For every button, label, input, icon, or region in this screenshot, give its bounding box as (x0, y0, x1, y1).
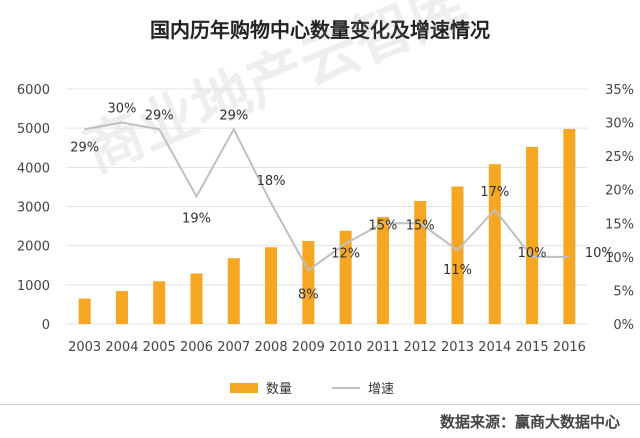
bar (302, 240, 315, 324)
bar (526, 146, 539, 324)
x-tick-label: 2014 (478, 340, 511, 355)
data-label: 11% (443, 263, 472, 278)
data-label: 17% (480, 185, 509, 200)
bar (78, 298, 91, 324)
y-left-tick-label: 0 (42, 318, 50, 333)
y-right-tick-label: 30% (605, 117, 634, 132)
bar (153, 281, 166, 324)
x-tick-label: 2008 (255, 340, 288, 355)
x-tick-label: 2013 (441, 340, 474, 355)
x-tick-label: 2015 (516, 340, 549, 355)
chart-title: 国内历年购物中心数量变化及增速情况 (150, 18, 490, 42)
data-label: 15% (406, 218, 435, 233)
source-note: 数据来源：赢商大数据中心 (439, 413, 620, 431)
data-label: 18% (257, 174, 286, 189)
y-left-tick-label: 3000 (17, 201, 50, 216)
y-left-tick-label: 2000 (17, 240, 50, 255)
bar (376, 217, 389, 324)
y-right-tick-label: 35% (605, 83, 634, 98)
x-tick-label: 2009 (292, 340, 325, 355)
data-label: 29% (70, 140, 99, 155)
x-tick-label: 2006 (180, 340, 213, 355)
y-right-tick-label: 0% (613, 318, 634, 333)
growth-line (84, 121, 570, 272)
y-right-tick-label: 15% (605, 217, 634, 232)
legend: 数量 增速 (230, 378, 394, 397)
bar (115, 291, 128, 324)
data-label: 8% (298, 287, 319, 302)
x-tick-label: 2007 (217, 340, 250, 355)
legend-bar-swatch (230, 382, 258, 393)
x-tick-label: 2016 (553, 340, 586, 355)
bar (227, 258, 240, 324)
x-tick-label: 2010 (329, 340, 362, 355)
y-right-tick-label: 5% (613, 284, 634, 299)
legend-item-line: 增速 (332, 378, 394, 397)
data-label: 29% (145, 108, 174, 123)
bar (190, 273, 203, 324)
data-label: 12% (331, 246, 360, 261)
bar (488, 164, 501, 324)
legend-item-bar: 数量 (230, 378, 292, 397)
x-tick-label: 2004 (105, 340, 138, 355)
x-tick-label: 2003 (68, 340, 101, 355)
bar (451, 186, 464, 324)
data-label: 15% (368, 218, 397, 233)
bar (265, 247, 278, 324)
bar (563, 128, 576, 324)
y-left-tick-label: 1000 (17, 279, 50, 294)
footer-divider (0, 404, 640, 405)
data-label: 29% (219, 108, 248, 123)
data-label: 10% (585, 246, 614, 261)
y-left-tick-label: 5000 (17, 122, 50, 137)
y-right-tick-label: 25% (605, 150, 634, 165)
x-tick-label: 2011 (366, 340, 399, 355)
y-left-tick-label: 6000 (17, 83, 50, 98)
data-label: 30% (107, 102, 136, 117)
y-right-tick-label: 20% (605, 184, 634, 199)
x-tick-label: 2005 (143, 340, 176, 355)
y-right-tick-label: 10% (605, 251, 634, 266)
y-left-tick-label: 4000 (17, 161, 50, 176)
legend-line-swatch (332, 386, 361, 389)
bar (339, 230, 352, 324)
data-label: 19% (182, 211, 211, 226)
legend-line-label: 增速 (368, 382, 395, 397)
data-label: 10% (518, 246, 547, 261)
bar (414, 201, 427, 324)
legend-bar-label: 数量 (266, 382, 293, 397)
x-tick-label: 2012 (404, 340, 437, 355)
